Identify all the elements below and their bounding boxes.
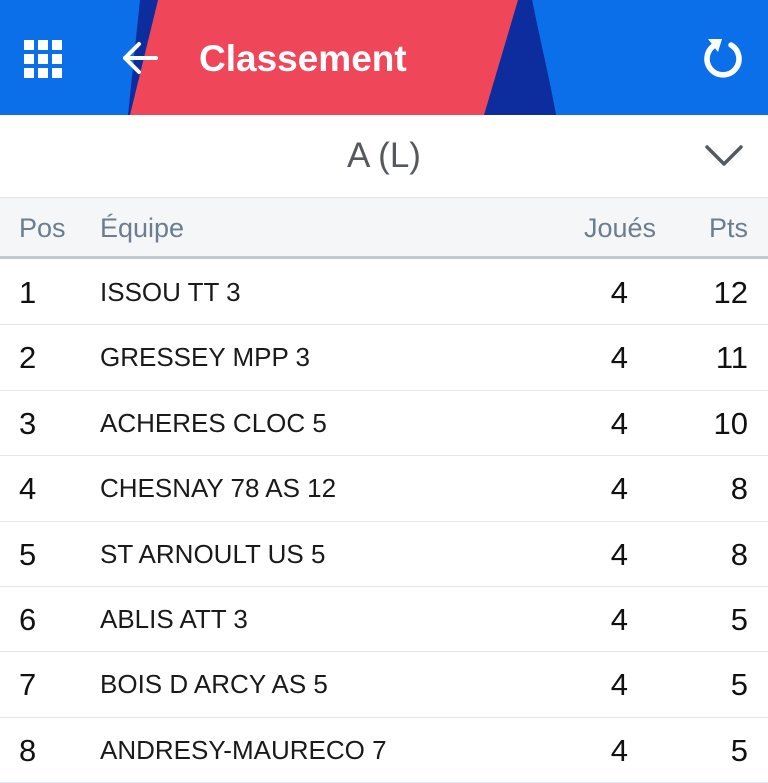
refresh-button[interactable] [700, 35, 746, 81]
row-position: 1 [19, 275, 37, 310]
row-played: 4 [610, 536, 628, 572]
arrow-left-icon [123, 42, 158, 74]
grid-icon [24, 40, 34, 50]
row-played: 4 [610, 667, 628, 703]
table-row[interactable]: 4 CHESNAY 78 AS 12 4 8 [0, 456, 768, 522]
row-team-name: ANDRESY-MAURECO 7 [100, 734, 387, 765]
app-bar: Classement [0, 0, 768, 115]
group-selector-label: A (L) [347, 136, 421, 175]
group-selector[interactable]: A (L) [0, 115, 768, 197]
row-position: 7 [19, 667, 37, 703]
row-team-name: ST ARNOULT US 5 [100, 538, 326, 569]
table-header: Pos Équipe Joués Pts [0, 197, 768, 259]
column-header-pos: Pos [19, 213, 66, 243]
chevron-down-icon [705, 145, 743, 166]
row-position: 8 [19, 732, 37, 768]
table-row[interactable]: 3 ACHERES CLOC 5 4 10 [0, 390, 768, 457]
row-points: 11 [715, 340, 748, 376]
table-row[interactable]: 6 ABLIS ATT 3 4 5 [0, 586, 768, 653]
row-played: 4 [610, 340, 628, 376]
row-points: 8 [730, 471, 748, 507]
row-points: 12 [713, 275, 748, 310]
row-team-name: GRESSEY MPP 3 [100, 342, 311, 373]
table-row[interactable]: 8 ANDRESY-MAURECO 7 4 5 [0, 717, 768, 783]
apps-grid-button[interactable] [24, 40, 62, 78]
row-team-name: ISSOU TT 3 [100, 277, 241, 307]
row-position: 6 [19, 601, 37, 637]
row-points: 5 [730, 667, 748, 703]
column-header-played: Joués [583, 213, 656, 243]
row-played: 4 [610, 732, 628, 768]
table-row[interactable]: 7 BOIS D ARCY AS 5 4 5 [0, 652, 768, 718]
back-button[interactable] [120, 38, 160, 78]
row-position: 3 [19, 405, 37, 441]
table-row[interactable]: 5 ST ARNOULT US 5 4 8 [0, 521, 768, 587]
column-header-pts: Pts [708, 213, 748, 243]
standings-table: 1 ISSOU TT 3 4 12 2 GRESSEY MPP 3 4 11 3… [0, 260, 768, 783]
row-played: 4 [610, 275, 628, 310]
row-team-name: ABLIS ATT 3 [100, 603, 248, 634]
header-decoration [128, 0, 556, 115]
row-played: 4 [610, 471, 628, 507]
row-points: 5 [730, 601, 748, 637]
row-team-name: ACHERES CLOC 5 [100, 407, 327, 438]
page-title: Classement [199, 38, 407, 79]
row-position: 2 [19, 340, 37, 376]
row-played: 4 [610, 601, 628, 637]
row-played: 4 [610, 405, 628, 441]
row-team-name: BOIS D ARCY AS 5 [100, 669, 328, 700]
row-points: 10 [713, 405, 748, 441]
row-points: 8 [730, 536, 748, 572]
column-header-team: Équipe [100, 213, 185, 243]
table-row[interactable]: 2 GRESSEY MPP 3 4 11 [0, 325, 768, 391]
row-position: 5 [19, 536, 37, 572]
row-position: 4 [19, 471, 37, 507]
table-row[interactable]: 1 ISSOU TT 3 4 12 [0, 260, 768, 326]
row-team-name: CHESNAY 78 AS 12 [100, 473, 337, 504]
refresh-icon [704, 39, 742, 78]
row-points: 5 [730, 732, 748, 768]
